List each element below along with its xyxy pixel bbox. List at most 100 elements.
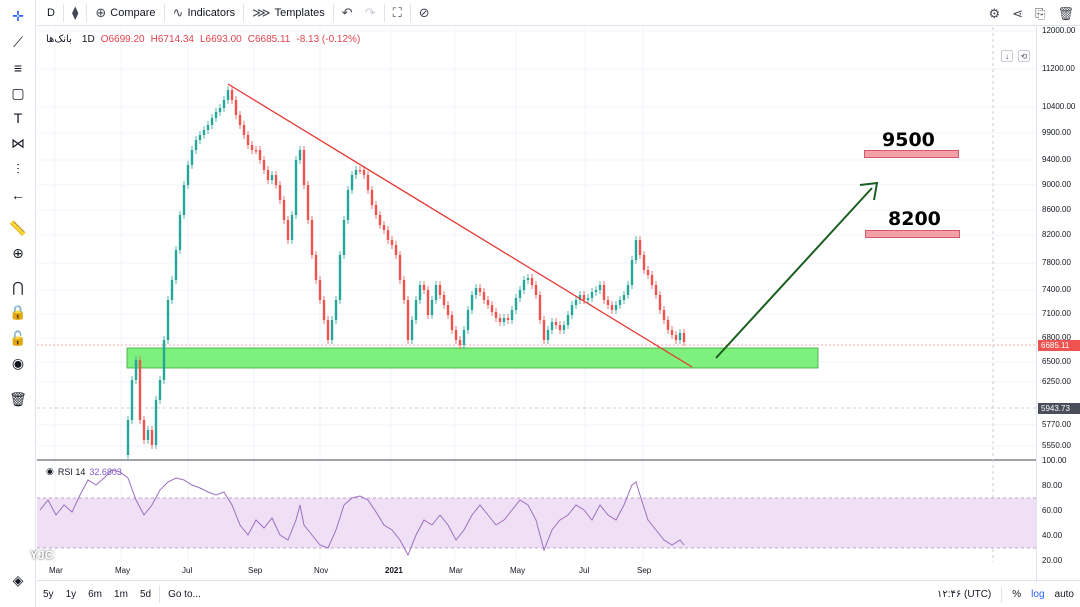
unlock-icon[interactable]: 🔓	[9, 329, 27, 346]
price-tick-label: 9400.00	[1042, 155, 1071, 164]
range-button-1m[interactable]: 1m	[114, 588, 128, 600]
fullscreen-button[interactable]: ⛶	[387, 0, 408, 26]
pattern-tool-icon[interactable]: ⋈	[11, 134, 25, 151]
rsi-tick-label: 100.00	[1042, 456, 1067, 465]
candle-body	[574, 300, 578, 305]
price-tick-label: 6800.00	[1042, 333, 1071, 342]
candle-body	[510, 310, 514, 320]
divider	[1001, 586, 1003, 603]
crosshair-icon[interactable]: ✛	[12, 7, 24, 24]
candle-body	[586, 298, 590, 300]
price-axis[interactable]: 12000.00 11200.00 10400.00 9900.00 9400.00 90…	[1036, 26, 1080, 582]
candle-body	[590, 292, 594, 298]
back-arrow-icon[interactable]: ←	[11, 187, 25, 203]
indicators-button[interactable]: ∿ Indicators	[167, 0, 242, 26]
delete-button[interactable]: 🗑	[1051, 0, 1080, 26]
auto-toggle[interactable]: auto	[1054, 589, 1074, 600]
target-low-bar[interactable]	[865, 230, 960, 238]
range-button-6m[interactable]: 6m	[88, 588, 103, 600]
interval-button[interactable]: D	[47, 6, 55, 19]
trendline-tool-icon[interactable]: ⟋	[13, 33, 23, 50]
candle-body	[682, 333, 686, 342]
lock-drawings-icon[interactable]: 🔒	[9, 303, 27, 320]
magnet-icon[interactable]: ⋂	[12, 278, 24, 295]
fib-tool-icon[interactable]: ≡	[13, 60, 23, 76]
reset-scale-button[interactable]: ⟲	[1018, 50, 1030, 62]
time-axis[interactable]: Mar May Jul Sep Nov 2021 Mar May Jul Sep	[37, 562, 1036, 580]
compare-button[interactable]: ⊕ Compare	[89, 0, 161, 26]
candle-body	[506, 318, 510, 320]
candle-body	[402, 280, 406, 300]
candle-style-button[interactable]: ⧫	[66, 0, 84, 26]
ruler-icon[interactable]: 📏	[9, 219, 27, 236]
settings-button[interactable]: ⚙	[983, 0, 1007, 26]
templates-button[interactable]: ⋙ Templates	[246, 0, 331, 26]
rsi-legend: ◉ RSI 14 32.6803	[46, 466, 122, 477]
candle-body	[630, 260, 634, 285]
candle-body	[174, 250, 178, 280]
rectangle-tool-icon[interactable]: ▢	[11, 84, 25, 101]
layers-icon[interactable]: ◈	[12, 571, 24, 588]
candle-body	[598, 285, 602, 290]
divider	[243, 3, 245, 22]
scroll-down-button[interactable]: ↓	[1001, 50, 1013, 62]
candle-body	[210, 118, 214, 125]
candle-body	[310, 220, 314, 255]
undo-button[interactable]: ↶	[336, 0, 359, 26]
candle-body	[366, 175, 370, 190]
text-tool-icon[interactable]: T	[13, 110, 23, 126]
support-zone	[126, 347, 819, 369]
candle-body	[226, 90, 230, 100]
candle-body	[514, 298, 518, 310]
eye-icon[interactable]: ◉	[11, 354, 25, 371]
price-tick-label: 11200.00	[1042, 64, 1075, 73]
candle-body	[362, 170, 366, 175]
reset-icon: ⟲	[1020, 51, 1028, 61]
price-tick-label: 7400.00	[1042, 285, 1071, 294]
clock-label[interactable]: ۱۲:۴۶ (UTC)	[937, 589, 992, 600]
candle-body	[370, 190, 374, 205]
zoom-in-icon[interactable]: ⊕	[12, 244, 24, 261]
range-button-5y[interactable]: 5y	[43, 588, 54, 600]
candle-body	[190, 150, 194, 165]
redo-button[interactable]: ↷	[359, 0, 382, 26]
target-high-bar[interactable]	[864, 150, 959, 158]
candle-body	[222, 100, 226, 108]
snapshot-button[interactable]: ⎘	[1029, 0, 1051, 26]
candle-body	[678, 333, 682, 340]
range-button-1y[interactable]: 1y	[65, 588, 77, 600]
range-button-5d[interactable]: 5d	[139, 588, 152, 600]
log-toggle[interactable]: log	[1031, 589, 1045, 600]
candle-body	[626, 285, 630, 295]
share-button[interactable]: ⋖	[1006, 0, 1029, 26]
candle-body	[154, 400, 158, 445]
candle-body	[578, 295, 582, 300]
candle-body	[250, 145, 254, 150]
candle-body	[294, 160, 298, 215]
divider	[86, 3, 88, 22]
divider	[159, 585, 161, 603]
prediction-tool-icon[interactable]: ⫶	[16, 160, 20, 177]
candle-body	[646, 270, 650, 275]
candle-body	[666, 320, 670, 330]
arrow-down-icon: ↓	[1005, 51, 1009, 61]
eye-icon[interactable]: ◉	[46, 466, 54, 476]
candle-body	[262, 160, 266, 170]
candle-body	[194, 140, 198, 150]
eye-slash-icon: ⊘	[418, 5, 430, 20]
open-value: O6699.20	[100, 34, 145, 45]
candle-body	[218, 108, 222, 112]
candle-body	[242, 125, 246, 135]
candle-body	[602, 285, 606, 300]
bottom-toolbar: 5y 1y 6m 1m 5d Go to... ۱۲:۴۶ (UTC) % log au…	[37, 580, 1080, 607]
candle-body	[658, 295, 662, 310]
candle-body	[618, 300, 622, 305]
percent-toggle[interactable]: %	[1012, 589, 1022, 600]
trash-icon[interactable]: 🗑	[9, 390, 27, 407]
candle-body	[178, 215, 182, 250]
symbol-name[interactable]: بانک‌ها	[46, 34, 72, 45]
projection-arrow	[715, 187, 873, 359]
goto-button[interactable]: Go to...	[168, 588, 201, 600]
hide-button[interactable]: ⊘	[413, 0, 436, 26]
